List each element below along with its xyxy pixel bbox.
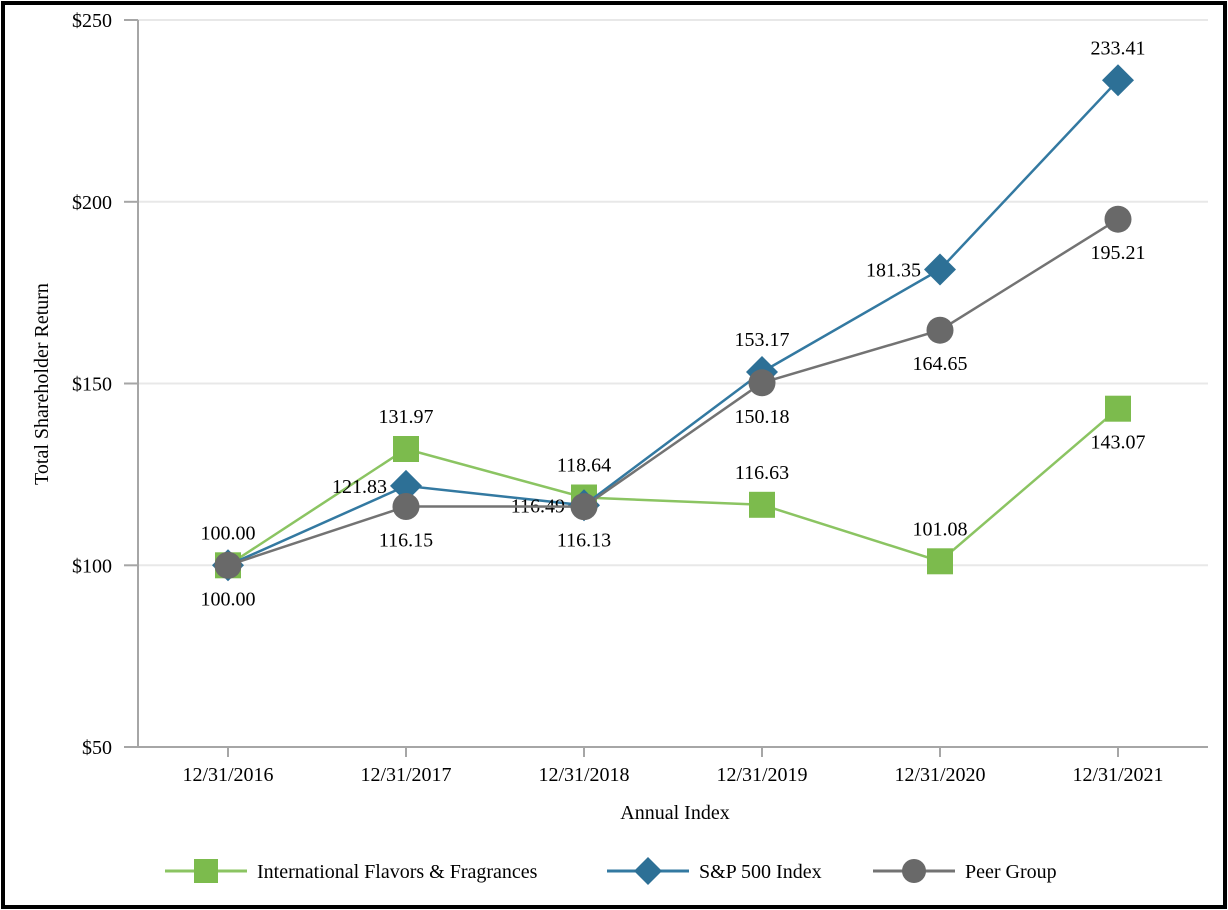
- x-axis-title: Annual Index: [620, 802, 729, 824]
- legend-item-international-flavors-fragrances: International Flavors & Fragrances: [165, 859, 538, 883]
- legend-item-s-p-500-index: S&P 500 Index: [607, 857, 822, 885]
- y-tick-label: $250: [72, 10, 112, 32]
- data-point-label: 116.15: [379, 530, 433, 552]
- series-peer-group: 100.00 116.15 116.13 150.18 164.65 195.21: [201, 205, 1146, 610]
- data-point-label: 153.17: [735, 329, 790, 351]
- legend: International Flavors & Fragrances S&P 50…: [165, 857, 1057, 885]
- data-point-label: 143.07: [1091, 432, 1146, 454]
- data-point-label: 195.21: [1091, 242, 1146, 264]
- data-point-label: 100.00: [201, 588, 256, 610]
- y-axis: $50 $100 $150 $200 $250: [72, 10, 138, 759]
- data-point-label: 118.64: [557, 455, 611, 477]
- series-line: [227, 218, 1119, 567]
- data-point-label: 121.83: [332, 476, 387, 498]
- data-point-marker-circle: [902, 859, 926, 883]
- data-point-marker-circle: [748, 369, 776, 397]
- data-point-marker-diamond: [390, 469, 422, 502]
- y-axis-title: Total Shareholder Return: [31, 283, 53, 485]
- x-tick-label: 12/31/2021: [1072, 764, 1163, 786]
- legend-label: Peer Group: [965, 861, 1057, 883]
- data-point-marker-circle: [570, 493, 598, 521]
- data-point-label: 100.00: [201, 522, 256, 544]
- data-point-marker-circle: [1104, 205, 1132, 233]
- data-point-marker-diamond: [1102, 64, 1134, 97]
- data-point-label: 181.35: [866, 260, 921, 282]
- data-point-label: 233.41: [1091, 37, 1146, 59]
- series-line: [227, 79, 1119, 567]
- legend-item-peer-group: Peer Group: [873, 859, 1057, 883]
- x-tick-label: 12/31/2016: [182, 764, 273, 786]
- data-point-label: 164.65: [913, 353, 968, 375]
- series-line: [227, 407, 1119, 567]
- x-tick-label: 12/31/2017: [360, 764, 451, 786]
- data-point-marker-diamond: [634, 857, 662, 885]
- x-tick-label: 12/31/2019: [716, 764, 807, 786]
- legend-label: International Flavors & Fragrances: [257, 861, 538, 883]
- y-tick-label: $200: [72, 192, 112, 214]
- data-point-marker-square: [393, 436, 419, 462]
- data-point-marker-square: [927, 548, 953, 575]
- data-point-marker-circle: [926, 316, 954, 344]
- x-tick-label: 12/31/2018: [538, 764, 629, 786]
- data-point-label: 116.63: [735, 462, 789, 484]
- x-axis: 12/31/2016 12/31/2017 12/31/2018 12/31/2019…: [182, 747, 1164, 786]
- y-tick-label: $50: [82, 737, 112, 759]
- data-point-label: 101.08: [913, 518, 968, 540]
- data-point-label: 116.13: [557, 530, 611, 552]
- data-point-marker-circle: [392, 493, 420, 520]
- y-tick-label: $100: [72, 555, 112, 577]
- legend-label: S&P 500 Index: [699, 861, 822, 883]
- y-tick-label: $150: [72, 374, 112, 396]
- data-point-marker-square: [749, 491, 775, 518]
- data-point-label: 150.18: [735, 406, 790, 428]
- data-point-marker-circle: [214, 551, 242, 579]
- gridlines: [138, 19, 1208, 567]
- data-point-marker-square: [1105, 395, 1131, 422]
- data-point-marker-square: [194, 859, 218, 883]
- data-point-label: 131.97: [379, 406, 434, 428]
- x-tick-label: 12/31/2020: [894, 764, 985, 786]
- data-point-marker-diamond: [924, 253, 956, 286]
